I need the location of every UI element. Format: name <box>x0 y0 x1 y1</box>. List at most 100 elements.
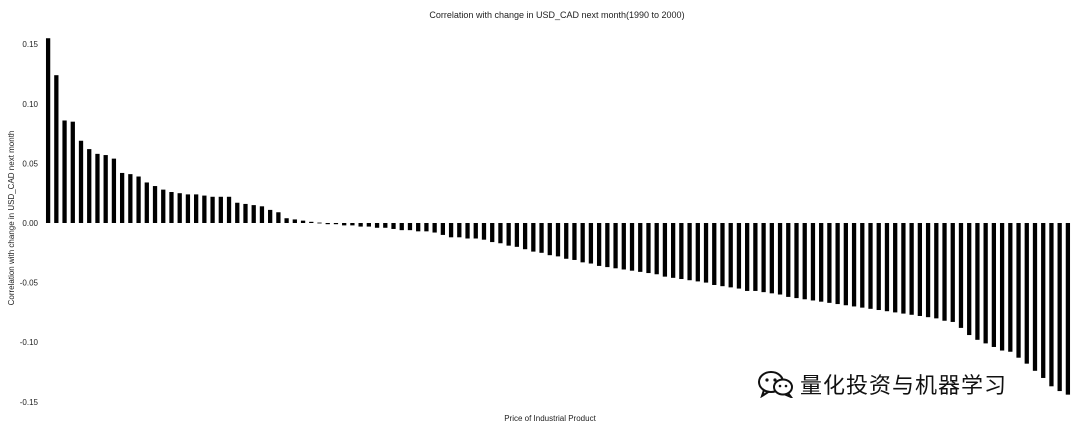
bar <box>226 196 232 223</box>
bar <box>185 194 191 223</box>
bar <box>235 202 240 223</box>
bar <box>152 186 158 223</box>
bar <box>202 195 207 223</box>
bar <box>276 212 281 223</box>
bar <box>1049 223 1054 387</box>
bar <box>753 223 758 291</box>
watermark-text: 量化投资与机器学习 <box>800 374 1008 399</box>
y-tick-label: 0.10 <box>22 100 38 109</box>
bar <box>514 223 520 247</box>
bar <box>934 223 939 319</box>
bar <box>342 223 347 226</box>
y-tick-label: -0.05 <box>20 279 39 288</box>
bar <box>128 174 133 223</box>
y-tick-label: 0.00 <box>22 219 38 228</box>
bar <box>909 223 914 315</box>
bar <box>695 223 700 282</box>
bar <box>942 223 947 321</box>
bar <box>465 223 470 239</box>
bar <box>967 223 972 336</box>
bar <box>588 223 594 264</box>
bar <box>210 196 215 223</box>
bar <box>374 223 380 228</box>
bar <box>958 223 964 328</box>
bar <box>539 223 544 253</box>
bar <box>309 221 314 223</box>
bar <box>194 194 199 223</box>
bar <box>218 196 223 223</box>
bar <box>424 223 429 232</box>
watermark: 量化投资与机器学习 <box>752 366 1012 402</box>
bar <box>596 223 602 266</box>
bar <box>777 223 783 295</box>
bar <box>111 158 117 223</box>
bar <box>572 223 577 260</box>
bar <box>54 75 59 223</box>
y-axis-label: Correlation with change in USD_CAD next … <box>7 131 16 306</box>
bar <box>243 203 248 223</box>
bar <box>736 223 742 289</box>
bar <box>407 223 413 231</box>
bar <box>62 120 67 223</box>
bar <box>975 223 980 340</box>
bar <box>638 223 643 272</box>
bar <box>679 223 684 280</box>
bar <box>448 223 454 238</box>
bar <box>358 223 363 227</box>
y-tick-label: -0.15 <box>20 398 39 407</box>
wechat-icon <box>758 371 793 398</box>
bar <box>1065 223 1071 395</box>
bar <box>999 223 1005 351</box>
bar <box>473 223 478 239</box>
bar <box>300 220 306 223</box>
y-tick-label: 0.05 <box>22 159 38 168</box>
bar <box>522 223 528 250</box>
bar <box>983 223 988 344</box>
bar <box>45 38 51 223</box>
bar <box>440 223 446 235</box>
bar <box>851 223 857 307</box>
bar <box>769 223 774 294</box>
bar <box>712 223 717 285</box>
bar <box>251 205 256 223</box>
bar <box>481 223 487 240</box>
bar <box>1041 223 1046 378</box>
bar <box>259 206 265 223</box>
bar <box>991 223 997 347</box>
bar <box>144 182 149 223</box>
bar <box>728 223 733 288</box>
bar <box>317 222 322 224</box>
bar <box>78 140 84 223</box>
bar <box>161 189 166 223</box>
bar <box>325 223 330 225</box>
bar <box>268 209 273 223</box>
bar <box>646 223 651 274</box>
bar <box>629 223 635 271</box>
bar <box>613 223 618 269</box>
bar <box>893 223 898 313</box>
bar <box>1016 223 1021 358</box>
bar <box>605 223 610 268</box>
bar <box>580 223 585 263</box>
bar <box>383 223 388 228</box>
y-axis-ticks: 0.15 0.10 0.05 0.00 -0.05 -0.10 -0.15 <box>20 40 39 407</box>
bar <box>843 223 848 306</box>
y-tick-label: 0.15 <box>22 40 38 49</box>
bar <box>901 223 906 314</box>
bar <box>564 223 569 259</box>
bar <box>917 223 922 316</box>
bar <box>95 153 100 223</box>
bar <box>860 223 865 308</box>
bar <box>87 149 92 223</box>
bar <box>950 223 955 322</box>
bar <box>366 223 371 227</box>
bar <box>925 223 931 318</box>
bar <box>498 223 503 244</box>
y-tick-label: -0.10 <box>20 338 39 347</box>
bar <box>868 223 873 309</box>
bar <box>687 223 692 281</box>
bar <box>654 223 659 275</box>
bar <box>350 223 355 226</box>
bars-group <box>45 38 1071 395</box>
bar <box>794 223 799 299</box>
